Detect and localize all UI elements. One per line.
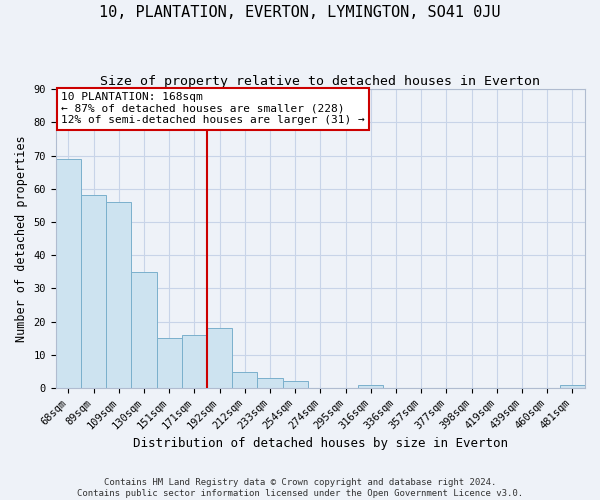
Bar <box>81 196 106 388</box>
Title: Size of property relative to detached houses in Everton: Size of property relative to detached ho… <box>100 75 541 88</box>
Bar <box>157 338 182 388</box>
X-axis label: Distribution of detached houses by size in Everton: Distribution of detached houses by size … <box>133 437 508 450</box>
Text: 10, PLANTATION, EVERTON, LYMINGTON, SO41 0JU: 10, PLANTATION, EVERTON, LYMINGTON, SO41… <box>99 5 501 20</box>
Bar <box>283 382 308 388</box>
Y-axis label: Number of detached properties: Number of detached properties <box>15 136 28 342</box>
Bar <box>257 378 283 388</box>
Bar <box>232 372 257 388</box>
Text: Contains HM Land Registry data © Crown copyright and database right 2024.
Contai: Contains HM Land Registry data © Crown c… <box>77 478 523 498</box>
Bar <box>56 159 81 388</box>
Text: 10 PLANTATION: 168sqm
← 87% of detached houses are smaller (228)
12% of semi-det: 10 PLANTATION: 168sqm ← 87% of detached … <box>61 92 365 126</box>
Bar <box>131 272 157 388</box>
Bar <box>106 202 131 388</box>
Bar <box>358 385 383 388</box>
Bar <box>207 328 232 388</box>
Bar <box>182 335 207 388</box>
Bar <box>560 385 585 388</box>
